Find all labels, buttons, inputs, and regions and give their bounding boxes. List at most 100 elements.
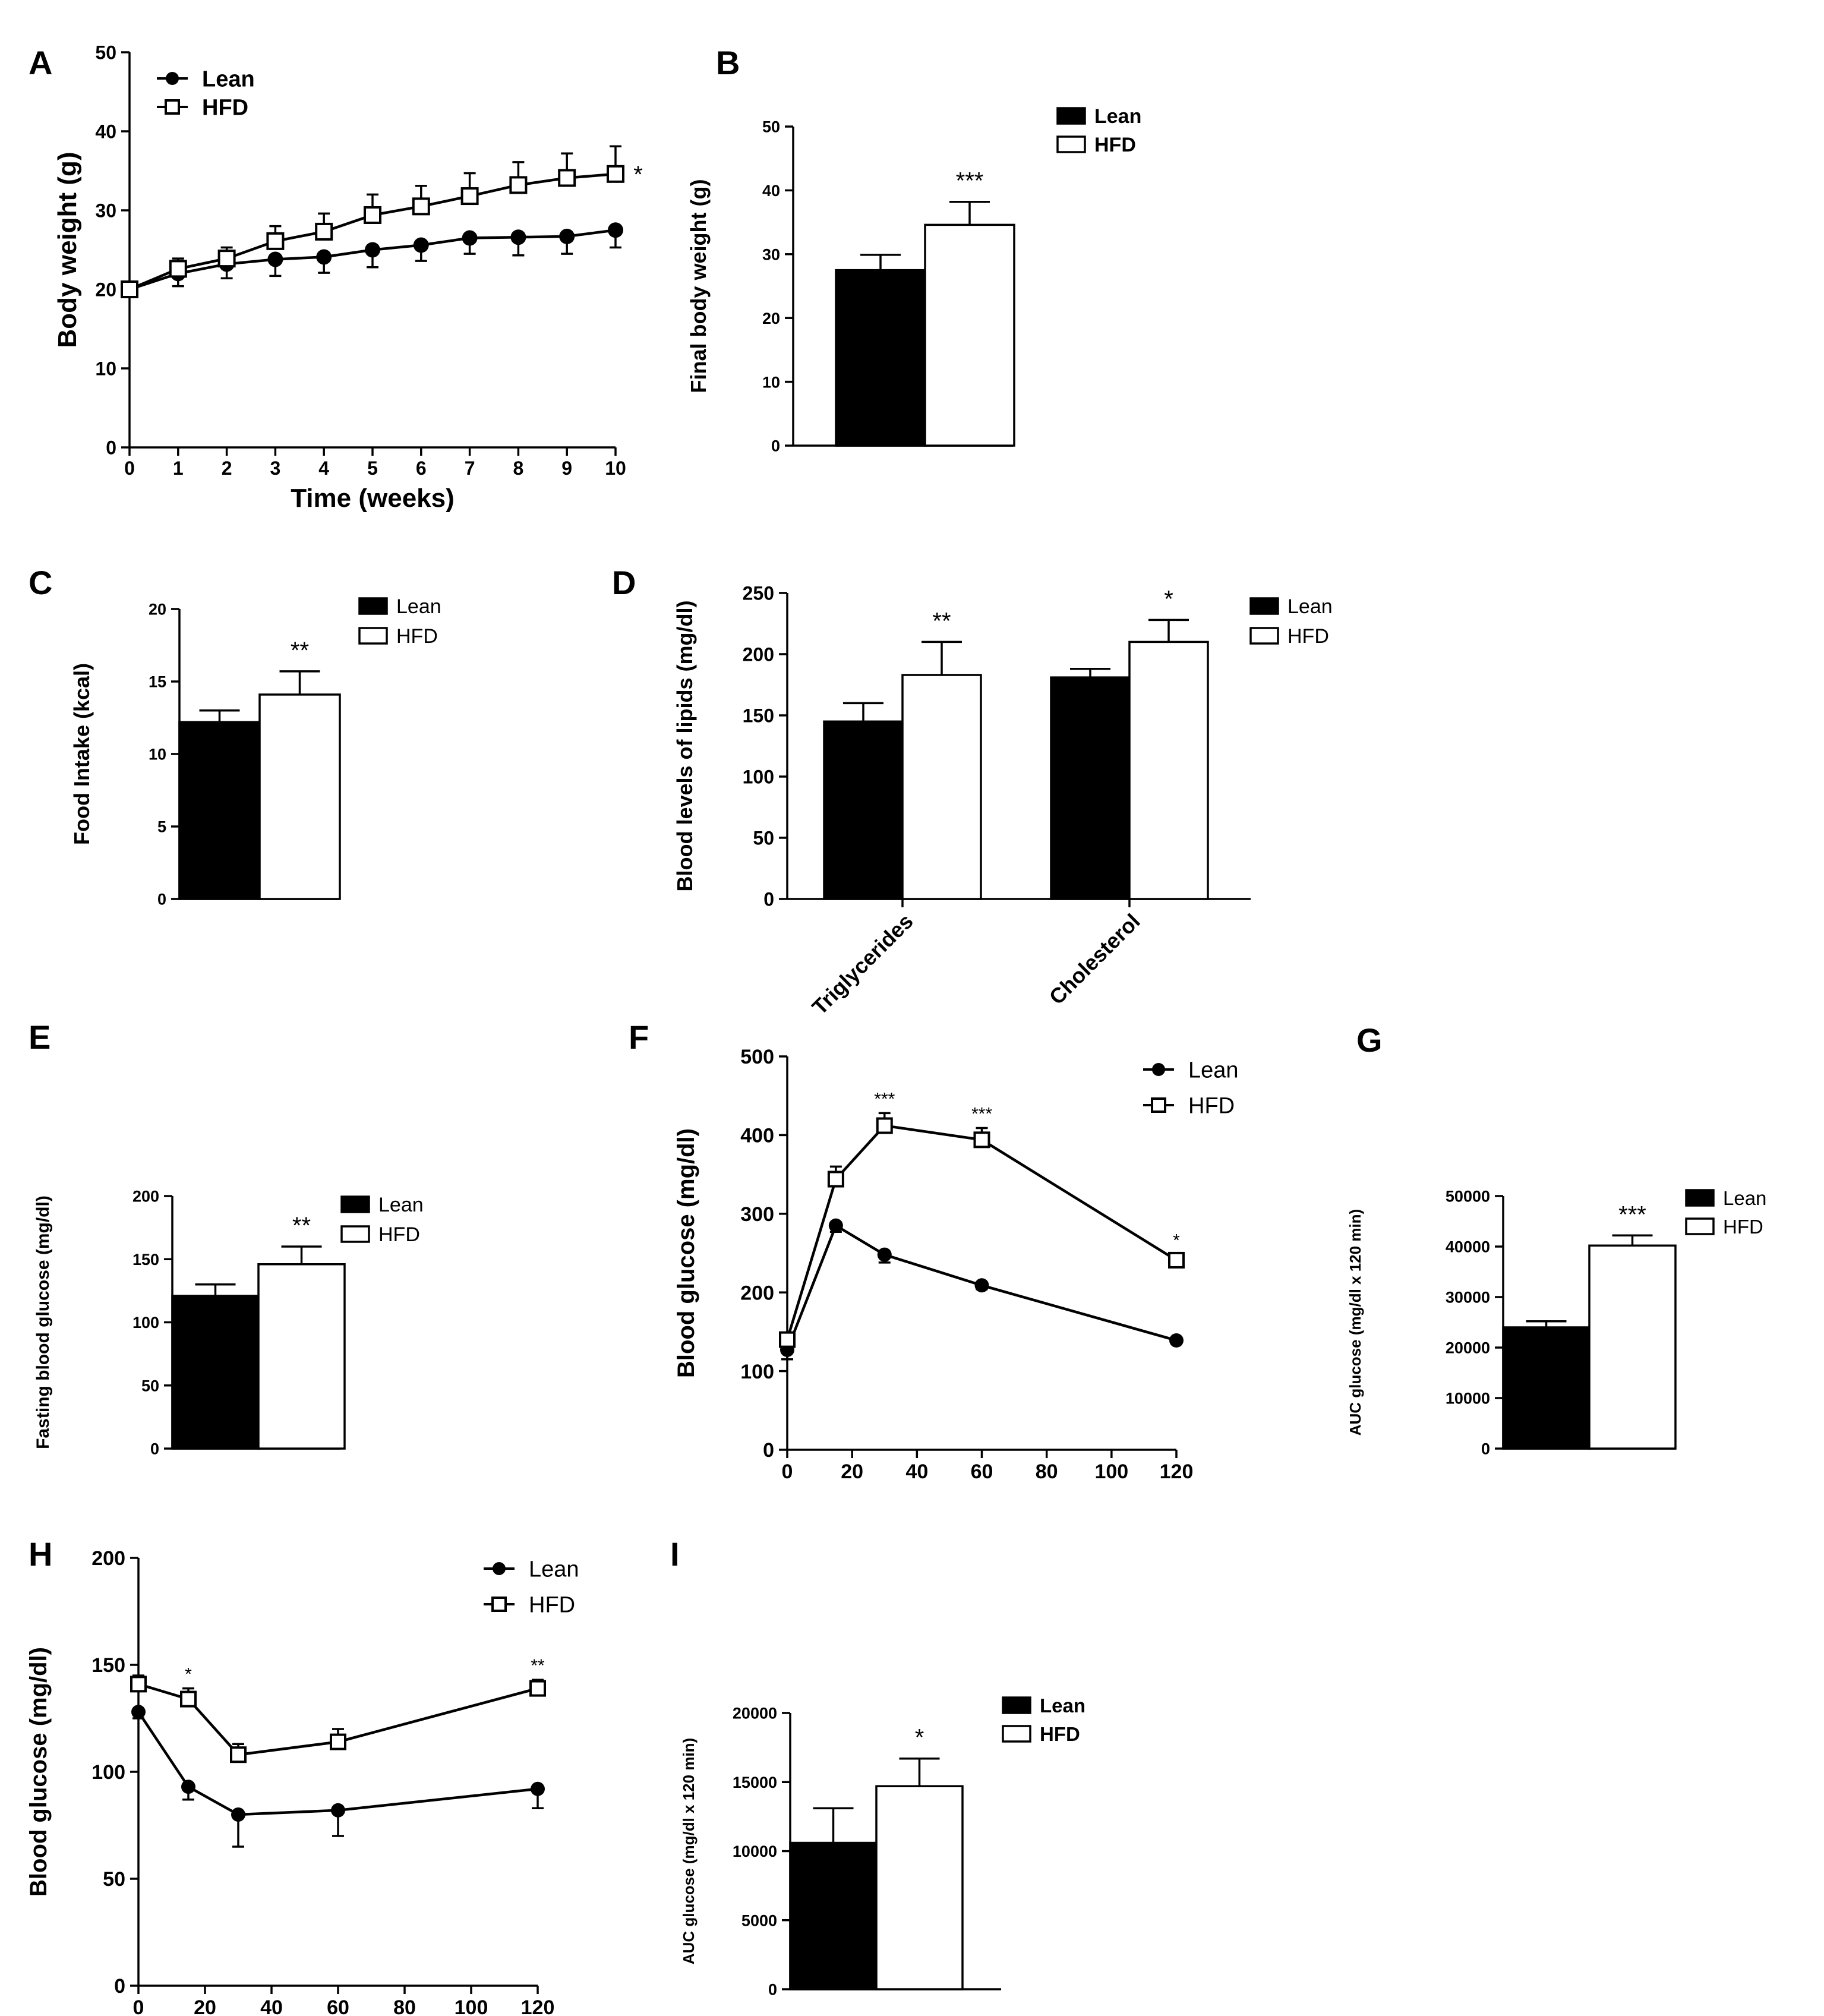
legend-label: Lean bbox=[1723, 1187, 1766, 1209]
series-hfd bbox=[130, 1674, 546, 1763]
legend: Lean HFD bbox=[340, 1194, 424, 1246]
y-tick-label: 10 bbox=[149, 746, 166, 764]
data-point-circle bbox=[413, 237, 429, 253]
y-tick-label: 200 bbox=[132, 1188, 159, 1206]
y-tick-label: 0 bbox=[150, 1440, 159, 1458]
y-tick-label: 10 bbox=[762, 373, 780, 391]
y-tick-label: 20000 bbox=[1446, 1339, 1490, 1357]
legend-swatch bbox=[1002, 1725, 1031, 1743]
y-tick-label: 5 bbox=[157, 818, 166, 836]
y-axis-label: Blood glucose (mg/dl) bbox=[26, 1647, 52, 1897]
chart-panel-g: G 0 10000 20000 30000 40000 50000 AUC glucose (… bbox=[1346, 1021, 1766, 1458]
y-tick-label: 5000 bbox=[741, 1911, 777, 1929]
significance-annotation: * bbox=[1173, 1231, 1180, 1251]
legend-swatch bbox=[358, 597, 388, 615]
series-lean bbox=[1502, 1320, 1591, 1450]
legend-label: HFD bbox=[529, 1593, 575, 1618]
legend-marker-square bbox=[491, 1597, 507, 1612]
legend-swatch bbox=[340, 1195, 370, 1213]
panel-label: G bbox=[1356, 1021, 1383, 1059]
significance-annotation: *** bbox=[1618, 1201, 1646, 1228]
y-axis-label: AUC glucose (mg/dl x 120 min) bbox=[1346, 1209, 1364, 1436]
legend: Lean HFD bbox=[1002, 1695, 1085, 1745]
significance-annotation: ** bbox=[291, 638, 309, 664]
x-tick-label: 100 bbox=[1094, 1460, 1128, 1483]
y-axis-label: Body weight (g) bbox=[53, 152, 82, 348]
bar bbox=[823, 720, 904, 900]
y-tick-label: 150 bbox=[132, 1251, 159, 1269]
significance-annotation: ** bbox=[292, 1213, 311, 1239]
y-tick-label: 0 bbox=[1481, 1440, 1490, 1458]
x-tick-label: 60 bbox=[971, 1460, 993, 1483]
panel-label: I bbox=[670, 1535, 680, 1573]
data-point-circle bbox=[462, 230, 478, 246]
significance-annotation: * bbox=[185, 1665, 192, 1684]
y-axis-label: Blood glucose (mg/dl) bbox=[673, 1128, 699, 1378]
x-tick-label: 80 bbox=[1036, 1460, 1058, 1483]
x-tick-label: 3 bbox=[270, 458, 281, 479]
bar bbox=[1050, 676, 1131, 900]
data-point-square bbox=[330, 1733, 346, 1750]
data-point-circle bbox=[531, 1781, 545, 1796]
chart-panel-e: E 0 50 100 150 200 Fasting blood glucose (mg/d… bbox=[29, 1018, 424, 1458]
data-point-circle bbox=[316, 249, 332, 265]
data-point-square bbox=[364, 206, 381, 224]
significance-annotation: * bbox=[915, 1725, 924, 1751]
x-tick-label: 60 bbox=[327, 1996, 349, 2016]
data-point-circle bbox=[828, 1218, 843, 1233]
y-tick-label: 20 bbox=[762, 310, 780, 327]
data-point-square bbox=[607, 165, 624, 183]
x-tick-label: 40 bbox=[905, 1460, 928, 1483]
y-tick-label: 40 bbox=[95, 121, 116, 143]
y-tick-label: 150 bbox=[91, 1654, 125, 1677]
x-tick-label: 1 bbox=[173, 458, 184, 479]
y-tick-label: 200 bbox=[743, 644, 774, 665]
legend-marker-circle bbox=[166, 72, 179, 85]
series-lean bbox=[789, 1807, 878, 1990]
series-lean bbox=[122, 222, 623, 297]
bar bbox=[258, 693, 341, 900]
legend-swatch bbox=[1685, 1217, 1715, 1235]
y-axis-label: Final body weight (g) bbox=[686, 179, 711, 393]
y-tick-label: 15000 bbox=[733, 1774, 777, 1791]
significance-annotation: *** bbox=[956, 168, 984, 194]
legend-label: HFD bbox=[1188, 1094, 1235, 1119]
bar bbox=[924, 223, 1015, 447]
series-hfd bbox=[779, 1112, 1185, 1348]
legend-swatch bbox=[340, 1225, 370, 1243]
y-tick-label: 50 bbox=[762, 118, 780, 136]
panel-label: F bbox=[629, 1018, 649, 1056]
data-point-square bbox=[180, 1690, 197, 1708]
legend: Lean HFD bbox=[1143, 1058, 1239, 1119]
y-tick-label: 500 bbox=[740, 1046, 774, 1068]
legend-label: Lean bbox=[396, 595, 441, 618]
x-tick-label: 0 bbox=[133, 1996, 144, 2016]
data-point-circle bbox=[510, 229, 526, 245]
data-point-square bbox=[1168, 1251, 1185, 1269]
panel-label: A bbox=[29, 44, 52, 81]
x-tick-label: 9 bbox=[561, 458, 572, 479]
significance-annotation: * bbox=[633, 162, 643, 188]
legend-label: HFD bbox=[1040, 1723, 1080, 1745]
x-tick-label: 20 bbox=[841, 1460, 863, 1483]
bar bbox=[1502, 1326, 1591, 1450]
y-tick-label: 30 bbox=[762, 246, 780, 264]
legend-label: HFD bbox=[378, 1223, 420, 1246]
legend-label: Lean bbox=[1094, 105, 1141, 128]
y-tick-label: 50000 bbox=[1446, 1188, 1490, 1206]
legend-swatch bbox=[1056, 135, 1086, 153]
x-tick-label: 100 bbox=[455, 1996, 488, 2016]
y-tick-label: 0 bbox=[771, 437, 780, 455]
data-point-square bbox=[169, 260, 187, 278]
chart-panel-h: H 0 50 100 150 200 Blood glucose (mg/dl) 0 20 40 6… bbox=[26, 1535, 579, 2016]
x-category-label: Triglycerides bbox=[807, 909, 918, 1020]
data-point-square bbox=[779, 1331, 796, 1348]
x-tick-label: 80 bbox=[393, 1996, 416, 2016]
series-hfd bbox=[924, 200, 1015, 447]
data-point-square bbox=[460, 187, 479, 206]
y-tick-label: 30 bbox=[95, 200, 116, 222]
legend-label: HFD bbox=[1287, 625, 1329, 648]
y-tick-label: 150 bbox=[743, 705, 774, 727]
data-point-square bbox=[412, 197, 430, 216]
significance-annotation: ** bbox=[531, 1656, 545, 1676]
